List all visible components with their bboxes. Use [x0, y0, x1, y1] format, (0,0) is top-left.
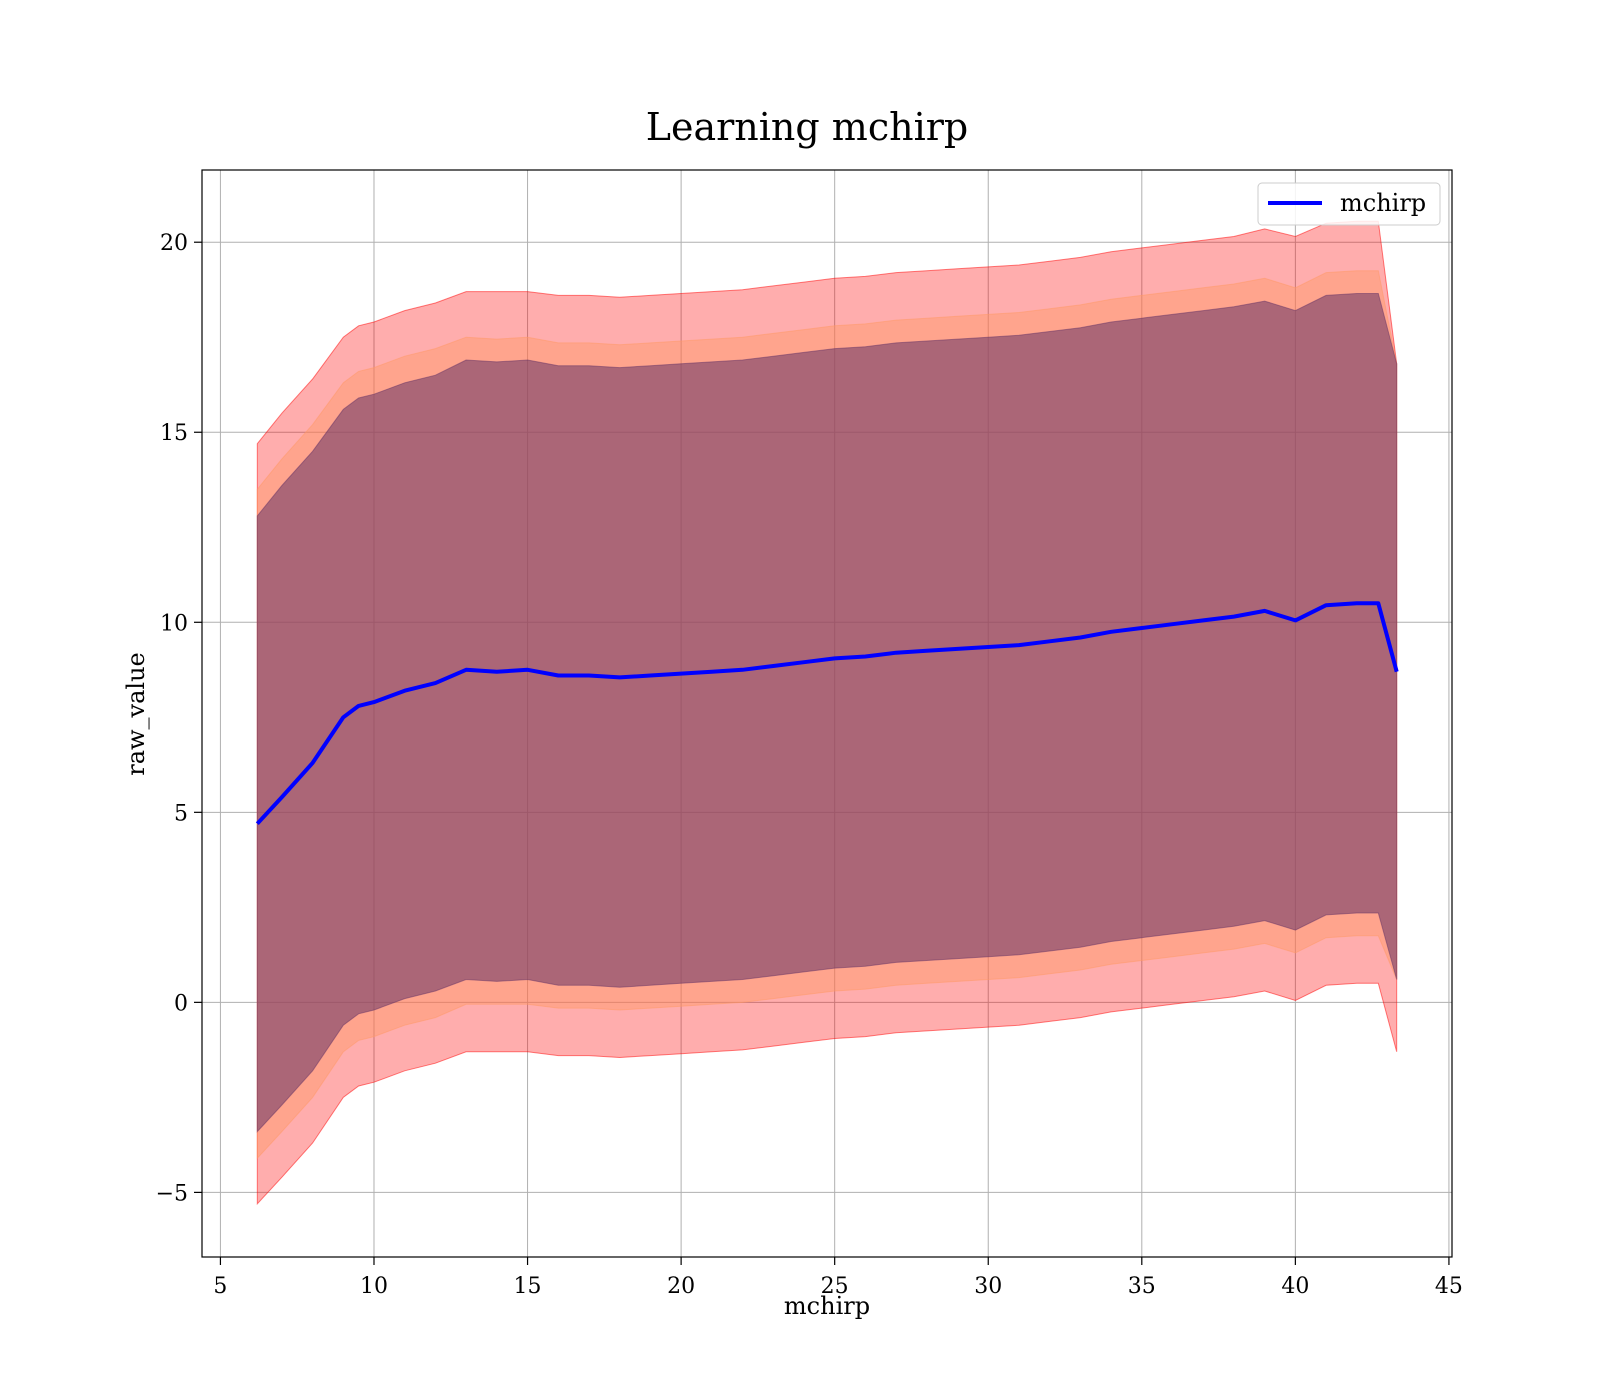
x-tick-label: 5 [213, 1274, 227, 1299]
x-axis-label: mchirp [784, 1292, 870, 1320]
axis-ticks: 5 10 15 20 25 30 35 40 45 −5 0 5 10 15 20 [156, 231, 1463, 1299]
y-axis-label: raw_value [122, 652, 150, 776]
y-tick-label: 10 [160, 611, 188, 636]
series-line-mchirp [255, 601, 1399, 826]
plot-frame [201, 169, 1453, 1258]
x-tick-label: 45 [1435, 1274, 1463, 1299]
legend-label-mchirp: mchirp [1340, 189, 1426, 217]
y-tick-label: −5 [156, 1181, 188, 1206]
legend: mchirp [1257, 182, 1441, 226]
x-tick-label: 40 [1281, 1274, 1309, 1299]
x-tick-label: 30 [974, 1274, 1002, 1299]
y-tick-label: 15 [160, 421, 188, 446]
x-tick-label: 10 [360, 1274, 388, 1299]
x-tick-label: 25 [821, 1274, 849, 1299]
confidence-bands [256, 220, 1398, 1206]
series-lines [255, 601, 1399, 826]
x-tick-label: 20 [667, 1274, 695, 1299]
band-inner [256, 293, 1398, 1133]
y-tick-label: 20 [160, 231, 188, 256]
x-tick-label: 35 [1128, 1274, 1156, 1299]
chart-title: Learning mchirp [646, 105, 968, 149]
x-tick-label: 15 [514, 1274, 542, 1299]
legend-box [1257, 182, 1441, 226]
y-tick-label: 5 [174, 801, 188, 826]
y-tick-label: 0 [174, 991, 188, 1016]
